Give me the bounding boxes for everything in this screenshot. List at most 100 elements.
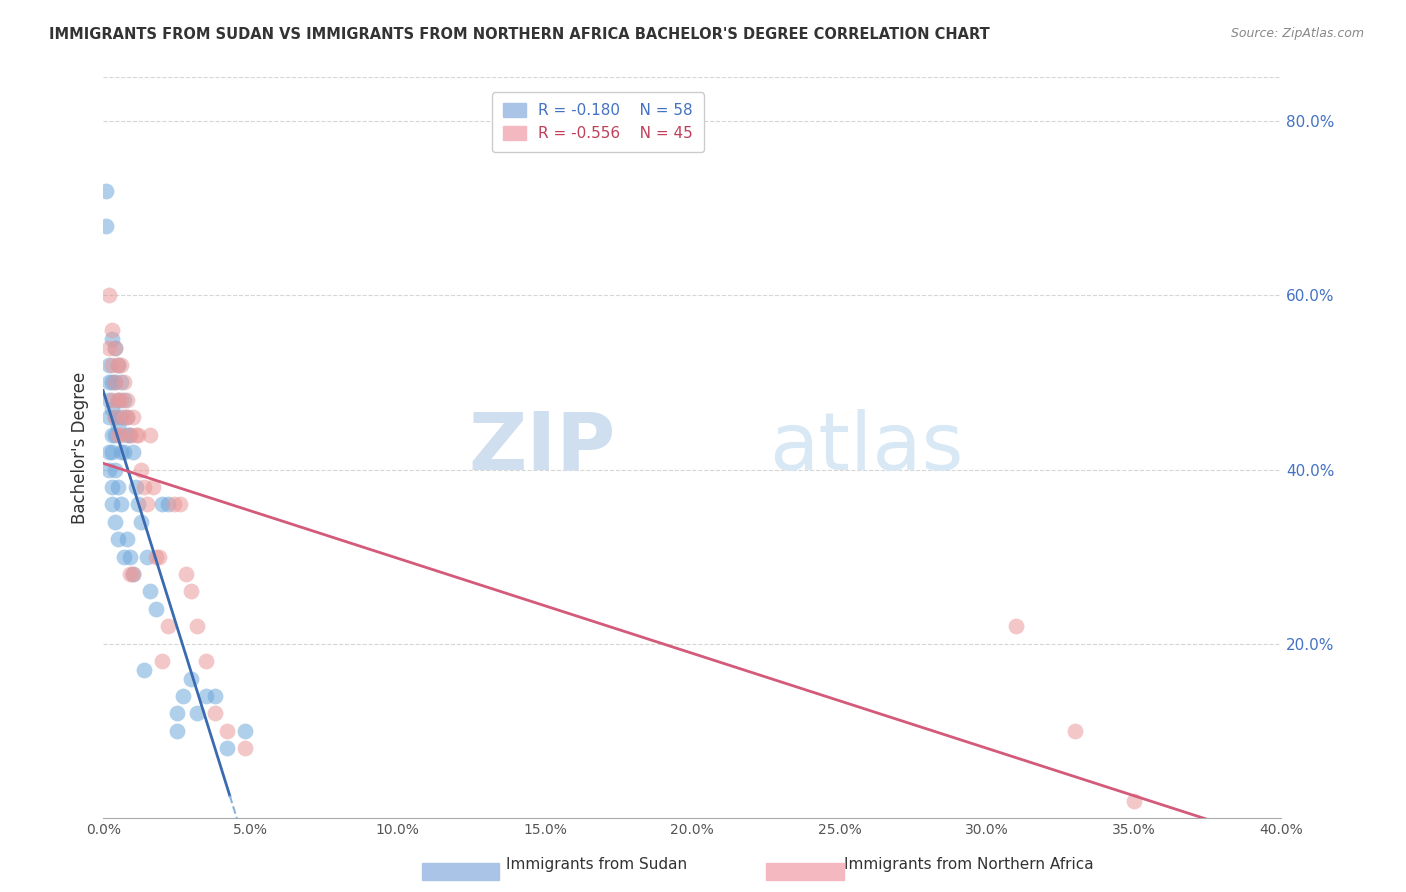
- Point: [104, 376, 127, 390]
- Point: [112, 410, 135, 425]
- Text: Immigrants from Sudan: Immigrants from Sudan: [506, 857, 688, 872]
- Point: [98, 445, 121, 459]
- Y-axis label: Bachelor's Degree: Bachelor's Degree: [72, 372, 89, 524]
- Text: IMMIGRANTS FROM SUDAN VS IMMIGRANTS FROM NORTHERN AFRICA BACHELOR'S DEGREE CORRE: IMMIGRANTS FROM SUDAN VS IMMIGRANTS FROM…: [49, 27, 990, 42]
- Point: [174, 567, 197, 582]
- Point: [101, 332, 124, 346]
- Point: [118, 567, 141, 582]
- Point: [115, 410, 138, 425]
- Point: [148, 549, 170, 564]
- Point: [156, 619, 179, 633]
- Point: [104, 515, 127, 529]
- Point: [166, 723, 188, 738]
- Point: [121, 410, 143, 425]
- Point: [136, 549, 159, 564]
- Point: [115, 532, 138, 546]
- Point: [107, 480, 129, 494]
- Point: [107, 358, 129, 372]
- Point: [186, 706, 208, 721]
- Point: [107, 419, 129, 434]
- Point: [101, 497, 124, 511]
- Point: [163, 497, 186, 511]
- Point: [180, 672, 202, 686]
- Point: [94, 184, 117, 198]
- Point: [98, 410, 121, 425]
- Point: [98, 288, 121, 302]
- Point: [1005, 619, 1028, 633]
- Point: [107, 392, 129, 407]
- Text: ZIP: ZIP: [468, 409, 616, 487]
- Point: [121, 445, 143, 459]
- Point: [215, 723, 238, 738]
- Point: [124, 427, 146, 442]
- Point: [110, 358, 132, 372]
- Point: [101, 427, 124, 442]
- Point: [112, 392, 135, 407]
- Point: [136, 497, 159, 511]
- Point: [112, 376, 135, 390]
- Point: [110, 392, 132, 407]
- Text: atlas: atlas: [769, 409, 963, 487]
- Point: [169, 497, 191, 511]
- Point: [186, 619, 208, 633]
- Point: [101, 445, 124, 459]
- Point: [104, 341, 127, 355]
- Point: [121, 567, 143, 582]
- Point: [1123, 794, 1146, 808]
- Point: [204, 689, 226, 703]
- Point: [115, 410, 138, 425]
- Point: [98, 376, 121, 390]
- Point: [112, 549, 135, 564]
- Legend: R = -0.180    N = 58, R = -0.556    N = 45: R = -0.180 N = 58, R = -0.556 N = 45: [492, 93, 703, 152]
- Point: [104, 427, 127, 442]
- Point: [166, 706, 188, 721]
- Point: [98, 341, 121, 355]
- Point: [118, 427, 141, 442]
- Point: [115, 392, 138, 407]
- Point: [127, 497, 149, 511]
- Point: [1064, 723, 1087, 738]
- Point: [150, 654, 173, 668]
- Point: [101, 376, 124, 390]
- Point: [110, 376, 132, 390]
- Point: [101, 480, 124, 494]
- Text: Source: ZipAtlas.com: Source: ZipAtlas.com: [1230, 27, 1364, 40]
- Point: [107, 427, 129, 442]
- Point: [104, 410, 127, 425]
- Point: [131, 462, 153, 476]
- Point: [195, 689, 218, 703]
- Point: [172, 689, 194, 703]
- Point: [110, 497, 132, 511]
- Point: [104, 376, 127, 390]
- Point: [118, 549, 141, 564]
- Point: [104, 462, 127, 476]
- Point: [142, 480, 165, 494]
- Point: [204, 706, 226, 721]
- Text: Immigrants from Northern Africa: Immigrants from Northern Africa: [844, 857, 1094, 872]
- Point: [127, 427, 149, 442]
- Point: [115, 427, 138, 442]
- Point: [98, 358, 121, 372]
- Point: [145, 602, 167, 616]
- Point: [121, 567, 143, 582]
- Point: [104, 410, 127, 425]
- Point: [215, 741, 238, 756]
- Point: [112, 445, 135, 459]
- Point: [104, 341, 127, 355]
- Point: [118, 427, 141, 442]
- Point: [134, 663, 156, 677]
- Point: [233, 723, 256, 738]
- Point: [145, 549, 167, 564]
- Point: [107, 392, 129, 407]
- Point: [139, 584, 162, 599]
- Point: [134, 480, 156, 494]
- Point: [180, 584, 202, 599]
- Point: [110, 410, 132, 425]
- Point: [98, 392, 121, 407]
- Point: [94, 219, 117, 233]
- Point: [107, 358, 129, 372]
- Point: [150, 497, 173, 511]
- Point: [101, 392, 124, 407]
- Point: [139, 427, 162, 442]
- Point: [98, 462, 121, 476]
